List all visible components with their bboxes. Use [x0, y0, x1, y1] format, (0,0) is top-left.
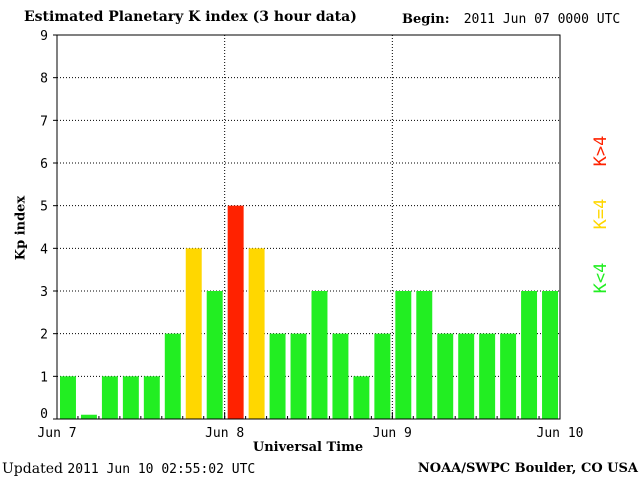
kp-bar	[164, 333, 181, 419]
updated-label: Updated	[2, 461, 63, 477]
begin-label: Begin:	[402, 12, 450, 27]
kp-bar	[122, 376, 139, 419]
kp-bar	[227, 205, 244, 419]
kp-bar	[353, 376, 370, 419]
kp-bar	[290, 333, 307, 419]
kp-bar	[80, 414, 97, 419]
kp-bar	[542, 291, 558, 419]
kp-bar	[437, 333, 454, 419]
begin-info: Begin: 2011 Jun 07 0000 UTC	[402, 12, 620, 27]
begin-value: 2011 Jun 07 0000 UTC	[463, 12, 621, 27]
x-tick-label: Jun 8	[205, 426, 244, 441]
kp-bar	[206, 291, 223, 419]
y-tick-label: 9	[40, 29, 48, 44]
kp-bar	[269, 333, 286, 419]
kp-bar	[185, 248, 202, 419]
x-tick-label: Jun 10	[537, 426, 584, 441]
x-tick-label: Jun 9	[373, 426, 412, 441]
chart-title: Estimated Planetary K index (3 hour data…	[24, 9, 357, 25]
x-tick-label: Jun 7	[37, 426, 76, 441]
y-tick-label: 5	[40, 200, 48, 215]
kp-bar	[143, 376, 160, 419]
legend-mid: K=4	[591, 198, 611, 230]
kp-bar	[101, 376, 118, 419]
kp-bar	[479, 333, 496, 419]
kp-bar	[521, 291, 538, 419]
y-tick-label: 8	[40, 72, 48, 87]
kp-bar	[395, 291, 412, 419]
kp-bar	[248, 248, 265, 419]
y-tick-label: 4	[40, 242, 48, 257]
source-credit: NOAA/SWPC Boulder, CO USA	[417, 461, 638, 476]
kp-bar	[332, 333, 349, 419]
kp-bar	[416, 291, 433, 419]
y-tick-label: 3	[40, 285, 48, 300]
updated-value: 2011 Jun 10 02:55:02 UTC	[67, 462, 256, 477]
kp-bar	[458, 333, 475, 419]
kp-bar	[374, 333, 391, 419]
y-tick-label: 1	[40, 370, 48, 385]
kp-bar	[60, 376, 76, 419]
kp-bar	[500, 333, 517, 419]
legend-high: K>4	[591, 135, 611, 167]
y-tick-label: 7	[40, 114, 48, 129]
legend-low: K<4	[591, 262, 611, 294]
y-tick-label: 2	[40, 328, 48, 343]
updated-info: Updated 2011 Jun 10 02:55:02 UTC	[2, 461, 255, 477]
kp-bar	[311, 291, 328, 419]
x-axis-label: Universal Time	[252, 440, 364, 455]
y-tick-label: 6	[40, 157, 48, 172]
y-tick-label: 0	[40, 407, 48, 422]
